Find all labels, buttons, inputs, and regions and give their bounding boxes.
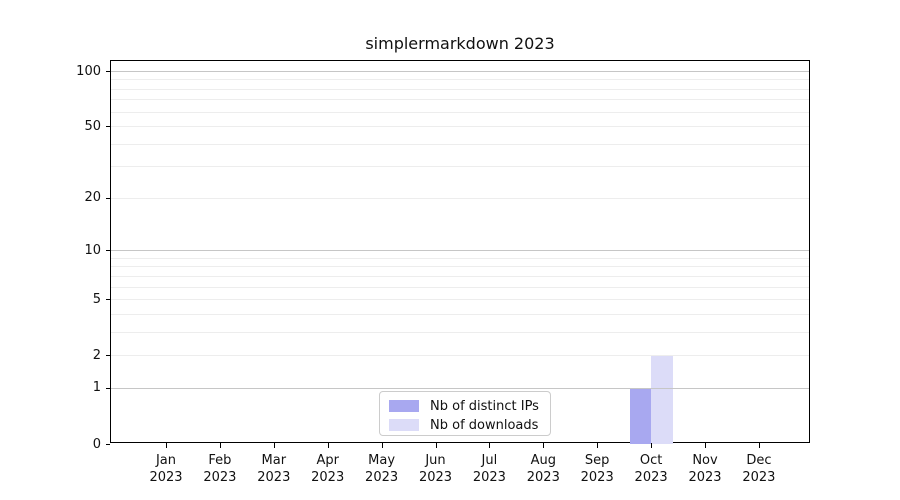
x-tick-mark [435,443,437,448]
x-tick-label-may: May 2023 [365,453,399,485]
x-tick-mark [758,443,760,448]
y-tick-mark [106,126,110,128]
bar-downloads-oct [651,355,673,444]
gridline-minor [111,79,809,81]
gridline-minor [111,126,809,128]
y-tick-label: 100 [76,63,101,79]
gridline-minor [111,88,809,90]
gridline-minor [111,143,809,145]
x-tick-mark [651,443,653,448]
legend-item-downloads: Nb of downloads [389,416,542,434]
y-tick-label: 5 [92,291,101,307]
legend-swatch-distinct-ips-icon [389,400,419,412]
gridline-major [111,387,809,389]
x-tick-label-apr: Apr 2023 [311,453,345,485]
legend-label-distinct-ips: Nb of distinct IPs [430,398,539,414]
x-tick-label-mar: Mar 2023 [257,453,291,485]
gridline-major [111,71,809,72]
x-tick-label-dec: Dec 2023 [742,453,776,485]
legend: Nb of distinct IPs Nb of downloads [379,391,551,436]
chart-title: simplermarkdown 2023 [365,34,555,53]
x-tick-mark [705,443,706,448]
gridline-minor [111,313,809,315]
x-tick-label-jan: Jan 2023 [149,453,183,485]
gridline-minor [111,286,809,288]
plot-area: 0 1 2 5 10 20 50 100 Jan 2023 Feb 2023 Mar 2023 Apr… [76,60,810,485]
y-tick-label: 10 [84,242,101,258]
x-tick-label-nov: Nov 2023 [688,453,722,485]
legend-label-downloads: Nb of downloads [430,417,539,433]
gridline-minor [111,299,809,301]
x-tick-label-aug: Aug 2023 [526,453,560,485]
y-tick-mark [106,250,110,252]
legend-item-distinct-ips: Nb of distinct IPs [389,397,542,415]
y-tick-mark [106,299,110,301]
gridline-minor [111,275,809,277]
x-tick-mark [219,443,221,448]
y-tick-mark [106,387,110,389]
gridline-minor [111,166,809,168]
gridline-minor [111,111,809,113]
x-tick-mark [166,443,167,448]
x-tick-mark [273,443,275,448]
y-tick-mark [106,197,110,199]
gridline-minor [111,197,809,199]
y-tick-mark [106,355,110,357]
y-tick-label: 1 [92,380,101,396]
x-tick-mark [597,443,599,448]
bar-distinct-ips-oct [629,387,652,444]
gridline-minor [111,266,809,268]
y-tick-label: 0 [92,436,101,452]
y-tick-label: 2 [92,347,101,363]
x-tick-mark [489,443,491,448]
y-tick-mark [106,444,110,445]
x-tick-mark [381,443,383,448]
gridline-minor [111,331,809,333]
gridline-minor [111,99,809,101]
y-tick-label: 50 [84,118,101,134]
x-tick-label-oct: Oct 2023 [634,453,668,485]
gridline-major [111,250,809,252]
gridline-minor [111,355,809,357]
x-tick-mark [327,443,329,448]
x-tick-label-sep: Sep 2023 [580,453,614,485]
gridline-minor [111,257,809,259]
x-tick-mark [543,443,545,448]
legend-swatch-downloads-icon [389,419,419,431]
x-tick-label-jul: Jul 2023 [472,453,506,485]
y-tick-mark [106,71,110,72]
x-tick-label-jun: Jun 2023 [418,453,453,485]
x-tick-label-feb: Feb 2023 [203,453,237,485]
y-tick-label: 20 [84,190,101,206]
